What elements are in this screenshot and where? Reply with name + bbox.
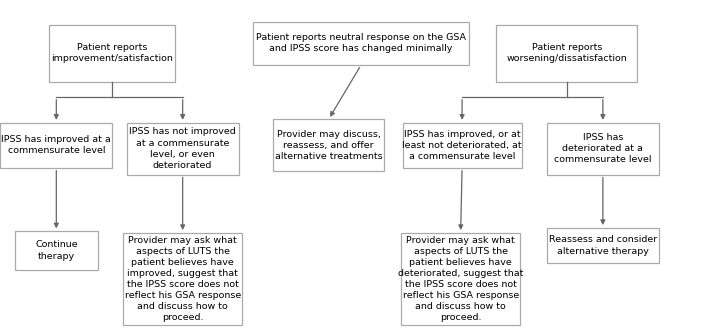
FancyBboxPatch shape bbox=[123, 233, 243, 325]
FancyBboxPatch shape bbox=[497, 25, 638, 82]
Text: Provider may ask what
aspects of LUTS the
patient believes have
deteriorated, su: Provider may ask what aspects of LUTS th… bbox=[398, 235, 523, 322]
FancyBboxPatch shape bbox=[547, 228, 658, 263]
Text: Provider may discuss,
reassess, and offer
alternative treatments: Provider may discuss, reassess, and offe… bbox=[274, 130, 383, 161]
Text: IPSS has improved, or at
least not deteriorated, at
a commensurate level: IPSS has improved, or at least not deter… bbox=[402, 130, 522, 161]
Text: Continue
therapy: Continue therapy bbox=[35, 240, 78, 261]
Text: Reassess and consider
alternative therapy: Reassess and consider alternative therap… bbox=[549, 235, 657, 256]
Text: IPSS has improved at a
commensurate level: IPSS has improved at a commensurate leve… bbox=[1, 135, 111, 155]
Text: Provider may ask what
aspects of LUTS the
patient believes have
improved, sugges: Provider may ask what aspects of LUTS th… bbox=[124, 235, 241, 322]
FancyBboxPatch shape bbox=[403, 123, 521, 168]
FancyBboxPatch shape bbox=[547, 123, 658, 174]
FancyBboxPatch shape bbox=[401, 233, 520, 325]
Text: IPSS has
deteriorated at a
commensurate level: IPSS has deteriorated at a commensurate … bbox=[554, 133, 652, 164]
FancyBboxPatch shape bbox=[1, 123, 113, 168]
FancyBboxPatch shape bbox=[273, 119, 384, 171]
Text: IPSS has not improved
at a commensurate
level, or even
deteriorated: IPSS has not improved at a commensurate … bbox=[129, 128, 236, 170]
FancyBboxPatch shape bbox=[14, 231, 98, 270]
FancyBboxPatch shape bbox=[49, 25, 175, 82]
FancyBboxPatch shape bbox=[127, 123, 238, 174]
Text: Patient reports
improvement/satisfaction: Patient reports improvement/satisfaction bbox=[51, 43, 173, 63]
Text: Patient reports
worsening/dissatisfaction: Patient reports worsening/dissatisfactio… bbox=[506, 43, 627, 63]
Text: Patient reports neutral response on the GSA
and IPSS score has changed minimally: Patient reports neutral response on the … bbox=[256, 33, 466, 53]
FancyBboxPatch shape bbox=[253, 22, 469, 65]
